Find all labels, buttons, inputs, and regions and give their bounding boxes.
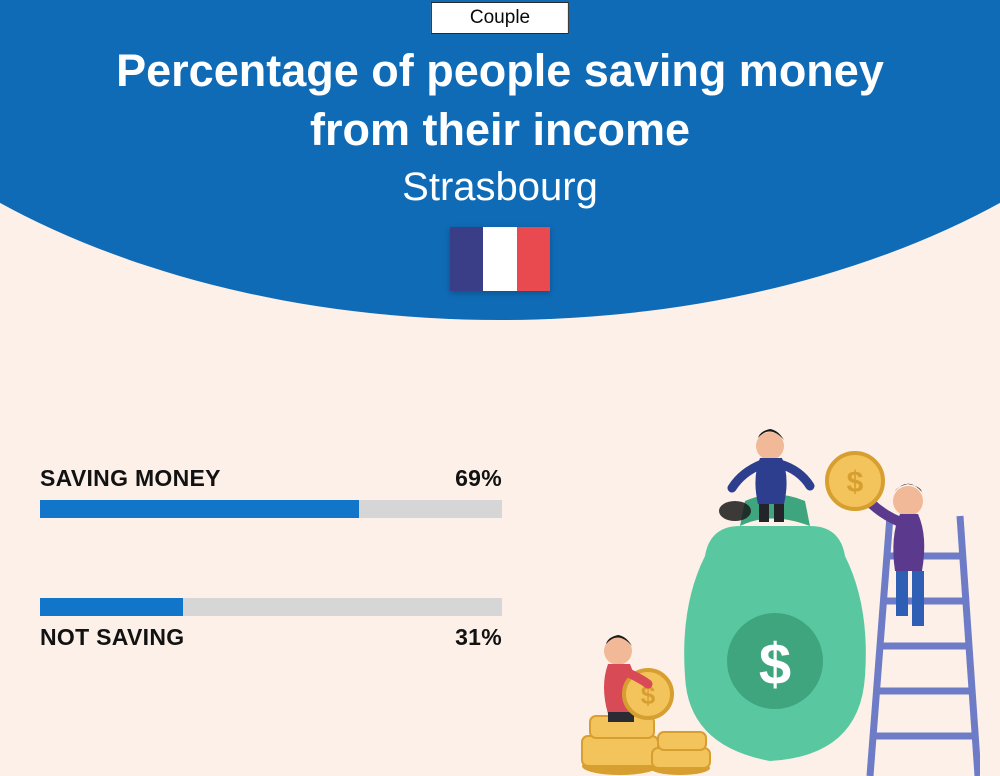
ladder-icon xyxy=(870,516,978,776)
category-badge: Couple xyxy=(431,2,569,34)
bar-notsaving: NOT SAVING 31% xyxy=(40,598,502,651)
bars-container: SAVING MONEY 69% NOT SAVING 31% xyxy=(40,465,502,731)
person-sitting-icon: $ xyxy=(604,635,672,722)
flag-stripe-1 xyxy=(450,227,483,291)
svg-text:$: $ xyxy=(847,466,864,499)
bar-notsaving-fill xyxy=(40,598,183,616)
flag-france xyxy=(450,227,550,291)
bar-notsaving-label: NOT SAVING xyxy=(40,624,184,651)
illustration-savings: $ $ $ xyxy=(560,416,980,776)
bar-notsaving-value: 31% xyxy=(455,624,502,651)
flag-stripe-3 xyxy=(517,227,550,291)
bar-notsaving-labels: NOT SAVING 31% xyxy=(40,624,502,651)
header-block: Percentage of people saving money from t… xyxy=(0,42,1000,210)
page-title-line2: from their income xyxy=(0,101,1000,160)
flag-stripe-2 xyxy=(483,227,516,291)
coin-stack-icon xyxy=(582,716,710,775)
bar-saving: SAVING MONEY 69% xyxy=(40,465,502,518)
page-title-line1: Percentage of people saving money xyxy=(0,42,1000,101)
page-subtitle: Strasbourg xyxy=(0,165,1000,210)
bar-notsaving-track xyxy=(40,598,502,616)
bar-saving-labels: SAVING MONEY 69% xyxy=(40,465,502,492)
bar-saving-fill xyxy=(40,500,359,518)
bar-saving-label: SAVING MONEY xyxy=(40,465,221,492)
bar-saving-value: 69% xyxy=(455,465,502,492)
svg-text:$: $ xyxy=(759,632,791,697)
money-bag-icon: $ xyxy=(684,495,866,762)
bar-saving-track xyxy=(40,500,502,518)
